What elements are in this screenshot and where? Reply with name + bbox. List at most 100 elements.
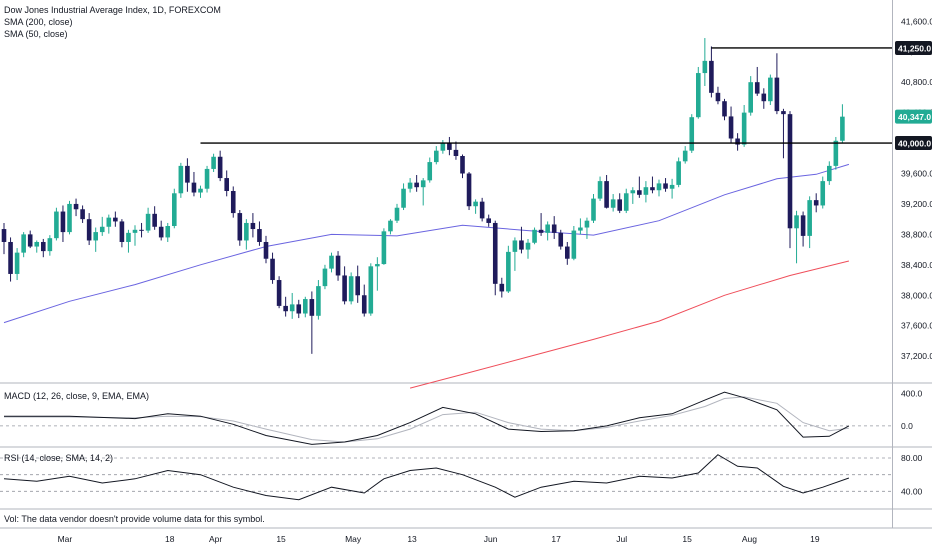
- time-axis-layer: 19Mar18Apr15May13Jun17Jul15Aug19: [58, 534, 820, 544]
- candle-body: [368, 266, 374, 314]
- candle-body: [466, 173, 472, 207]
- rsi-legend-label[interactable]: RSI (14, close, SMA, 14, 2): [4, 453, 114, 463]
- rsi-tick-label: 80.00: [901, 453, 923, 463]
- sma200-legend[interactable]: SMA (200, close): [4, 17, 73, 27]
- candle: [663, 178, 668, 192]
- candle: [224, 170, 229, 197]
- candle-body: [840, 116, 845, 141]
- candle-body: [230, 191, 236, 214]
- candle: [591, 194, 596, 223]
- candle: [748, 76, 753, 116]
- candle: [126, 229, 131, 253]
- candle: [414, 175, 419, 192]
- candle: [820, 176, 826, 209]
- price-tick-label: 38,400.0: [901, 260, 932, 270]
- candle: [335, 251, 341, 281]
- horizontal-level-layer[interactable]: [200, 47, 893, 144]
- candle-body: [348, 276, 354, 302]
- candle-body: [191, 182, 197, 193]
- candle-body: [381, 231, 387, 265]
- candle: [178, 162, 184, 198]
- candle: [800, 211, 806, 247]
- candle: [375, 257, 380, 291]
- symbol-title[interactable]: Dow Jones Industrial Average Index, 1D, …: [4, 5, 221, 15]
- candle: [741, 105, 747, 147]
- macd-legend-label[interactable]: MACD (12, 26, close, 9, EMA, EMA): [4, 391, 150, 401]
- candle: [650, 176, 655, 194]
- candle-body: [486, 218, 491, 223]
- candle: [578, 218, 583, 235]
- candle: [54, 207, 59, 241]
- candle: [807, 196, 812, 249]
- candle-body: [735, 138, 740, 145]
- candle-body: [54, 211, 59, 239]
- candle: [34, 240, 40, 253]
- candle: [689, 114, 695, 153]
- candle: [420, 178, 426, 206]
- candle: [73, 198, 79, 217]
- candle: [263, 235, 269, 264]
- candle: [499, 277, 505, 298]
- candle: [676, 157, 681, 188]
- candle: [250, 213, 256, 238]
- last-price-tag: 40,347.0: [898, 112, 931, 122]
- candle-body: [93, 232, 98, 241]
- candle: [21, 232, 26, 258]
- candle: [709, 46, 714, 98]
- candle: [479, 197, 485, 222]
- candle-body: [316, 286, 321, 316]
- candle-body: [185, 165, 190, 183]
- candle-body: [60, 211, 66, 233]
- candle: [754, 66, 760, 96]
- candle: [722, 98, 727, 121]
- candle-body: [702, 60, 708, 74]
- price-tick-label: 39,600.0: [901, 168, 932, 178]
- candle: [735, 133, 740, 151]
- candle-body: [250, 222, 256, 230]
- candle: [316, 280, 321, 320]
- candle: [244, 219, 249, 250]
- candle-body: [820, 181, 826, 206]
- candle: [368, 263, 374, 316]
- candle-body: [14, 252, 20, 274]
- time-tick-label: Jun: [484, 534, 498, 544]
- candle: [381, 228, 387, 265]
- candle: [296, 299, 302, 319]
- candle: [637, 176, 642, 198]
- candle: [486, 214, 491, 227]
- candle-body: [728, 116, 734, 139]
- candle: [106, 214, 112, 234]
- candle-body: [519, 240, 524, 250]
- candle-body: [656, 183, 662, 191]
- candle: [145, 207, 151, 233]
- price-tick-label: 37,600.0: [901, 321, 932, 331]
- candle-body: [682, 150, 688, 162]
- macd-layer: [4, 391, 850, 445]
- candle: [538, 213, 544, 236]
- candle-body: [263, 241, 269, 259]
- candle: [715, 86, 721, 105]
- candle: [768, 74, 773, 106]
- candle: [47, 235, 53, 256]
- candle-body: [643, 187, 649, 195]
- candle: [348, 272, 354, 305]
- time-tick-label: 13: [407, 534, 417, 544]
- candle-body: [158, 226, 164, 238]
- level-price-tag-bg: [895, 40, 932, 55]
- candle: [702, 38, 708, 86]
- candle-body: [447, 143, 452, 150]
- candle: [211, 153, 216, 172]
- candle-body: [80, 209, 85, 220]
- sma50-legend[interactable]: SMA (50, close): [4, 29, 68, 39]
- candle-body: [807, 200, 812, 236]
- candle-body: [119, 221, 125, 242]
- candle-body: [309, 299, 315, 316]
- candle: [407, 178, 413, 193]
- candle: [584, 217, 590, 239]
- candle: [139, 222, 144, 238]
- sma-50-layer: [3, 163, 850, 324]
- candle-body: [545, 224, 550, 233]
- candle-body: [434, 150, 439, 163]
- candle-body: [748, 82, 753, 113]
